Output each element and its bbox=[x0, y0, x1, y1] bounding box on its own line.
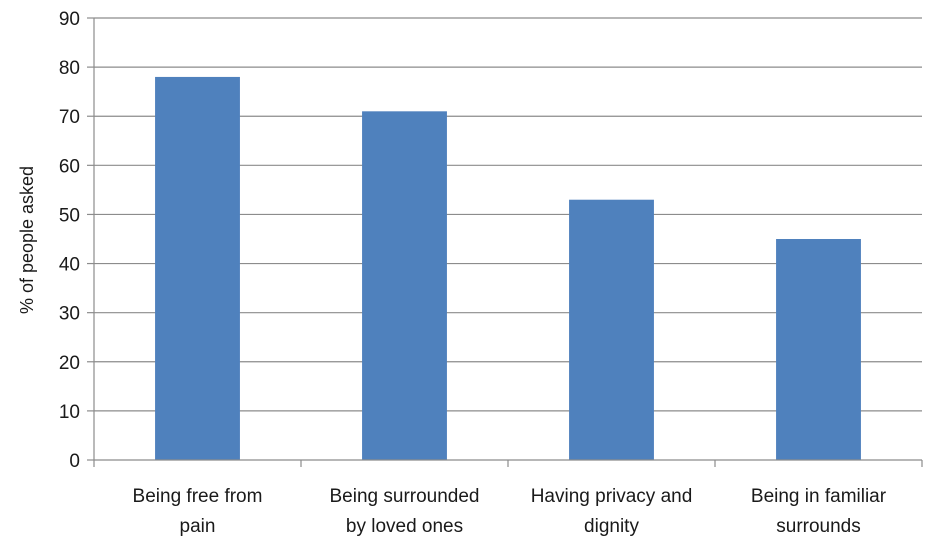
bar bbox=[776, 239, 861, 460]
x-category-labels: Being free from pain Being surrounded by lo… bbox=[133, 486, 887, 537]
x-category-label: Having privacy and dignity bbox=[531, 486, 693, 537]
y-tick-label: 30 bbox=[59, 304, 80, 325]
x-category-label-line: dignity bbox=[584, 516, 639, 537]
bars bbox=[155, 76, 861, 461]
y-tick-label: 80 bbox=[59, 58, 80, 79]
y-tick-label: 70 bbox=[59, 107, 80, 128]
y-tick-label: 10 bbox=[59, 402, 80, 423]
x-category-label-line: Being free from bbox=[133, 486, 263, 507]
bar bbox=[362, 111, 447, 461]
y-axis-title: % of people asked bbox=[17, 166, 37, 314]
y-tick-labels: 0 10 20 30 40 50 60 70 80 90 bbox=[59, 9, 80, 472]
y-tick-label: 40 bbox=[59, 255, 80, 276]
x-category-label: Being in familiar surrounds bbox=[751, 486, 887, 537]
bar bbox=[569, 199, 654, 460]
x-category-label-line: Having privacy and bbox=[531, 486, 693, 507]
y-tick-label: 0 bbox=[69, 451, 80, 472]
x-category-label-line: pain bbox=[180, 516, 216, 537]
y-tick-label: 90 bbox=[59, 9, 80, 30]
x-category-label-line: surrounds bbox=[776, 516, 861, 537]
x-category-label: Being surrounded by loved ones bbox=[330, 486, 480, 537]
axes bbox=[87, 17, 923, 467]
x-category-label: Being free from pain bbox=[133, 486, 263, 537]
x-category-label-line: Being surrounded bbox=[330, 486, 480, 507]
y-tick-label: 50 bbox=[59, 205, 80, 226]
x-category-label-line: by loved ones bbox=[346, 516, 463, 537]
y-tick-label: 60 bbox=[59, 156, 80, 177]
x-category-label-line: Being in familiar bbox=[751, 486, 887, 507]
bar bbox=[155, 76, 240, 460]
y-tick-label: 20 bbox=[59, 353, 80, 374]
